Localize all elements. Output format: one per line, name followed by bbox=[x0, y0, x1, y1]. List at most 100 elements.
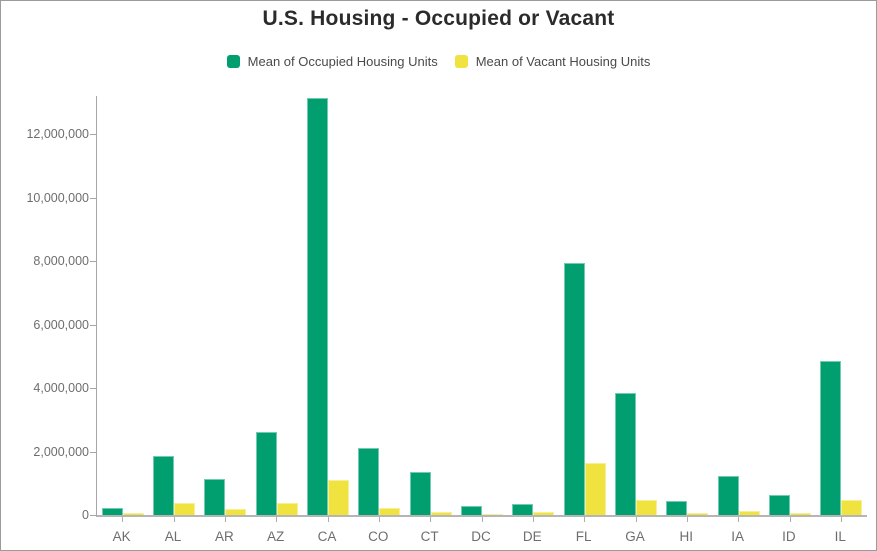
bars-container bbox=[97, 96, 867, 515]
bar-vacant-ak[interactable] bbox=[122, 513, 144, 515]
bar-vacant-dc[interactable] bbox=[481, 514, 503, 515]
y-tick-label: 12,000,000 bbox=[26, 127, 89, 142]
x-tick-label-hi: HI bbox=[679, 529, 694, 544]
bar-vacant-ca[interactable] bbox=[327, 480, 349, 515]
y-tick-label: 6,000,000 bbox=[33, 317, 89, 332]
x-tick bbox=[327, 517, 329, 522]
x-tick bbox=[276, 517, 278, 522]
bar-group-fl bbox=[559, 96, 610, 515]
bar-occupied-hi[interactable] bbox=[666, 501, 688, 515]
legend-label-vacant: Mean of Vacant Housing Units bbox=[475, 54, 651, 69]
x-tick-label-al: AL bbox=[164, 529, 182, 544]
bar-occupied-dc[interactable] bbox=[460, 506, 482, 515]
y-tick-label: 10,000,000 bbox=[26, 190, 89, 205]
plot-area bbox=[90, 96, 867, 522]
x-tick-label-ca: CA bbox=[317, 529, 337, 544]
x-tick bbox=[430, 517, 432, 522]
legend: Mean of Occupied Housing Units Mean of V… bbox=[1, 54, 876, 69]
y-tick-label: 8,000,000 bbox=[33, 254, 89, 269]
y-tick-label: 2,000,000 bbox=[33, 444, 89, 459]
x-tick-label-co: CO bbox=[368, 529, 389, 544]
x-axis: AK AL AR AZ CA CO CT DC DE FL GA HI IA ID IL bbox=[96, 517, 866, 544]
bar-group-il bbox=[816, 96, 867, 515]
bar-occupied-az[interactable] bbox=[255, 431, 277, 515]
bar-group-ia bbox=[713, 96, 764, 515]
y-tick bbox=[90, 324, 97, 326]
bar-vacant-de[interactable] bbox=[533, 512, 555, 515]
legend-label-occupied: Mean of Occupied Housing Units bbox=[247, 54, 438, 69]
bar-occupied-ga[interactable] bbox=[614, 393, 636, 515]
bar-occupied-ar[interactable] bbox=[204, 478, 226, 515]
bar-occupied-co[interactable] bbox=[358, 448, 380, 515]
bar-group-al bbox=[148, 96, 199, 515]
bar-vacant-fl[interactable] bbox=[584, 463, 606, 515]
x-tick bbox=[635, 517, 637, 522]
bar-group-ca bbox=[302, 96, 353, 515]
bar-vacant-ia[interactable] bbox=[738, 511, 760, 515]
bar-vacant-il[interactable] bbox=[841, 500, 863, 515]
x-tick bbox=[686, 517, 688, 522]
legend-item-vacant[interactable]: Mean of Vacant Housing Units bbox=[454, 54, 651, 69]
y-tick bbox=[90, 388, 97, 390]
y-tick bbox=[90, 261, 97, 263]
bar-group-ar bbox=[200, 96, 251, 515]
x-tick bbox=[481, 517, 483, 522]
x-tick-label-il: IL bbox=[834, 529, 846, 544]
x-tick bbox=[224, 517, 226, 522]
y-tick-label: 4,000,000 bbox=[33, 381, 89, 396]
bar-vacant-id[interactable] bbox=[789, 512, 811, 515]
bar-vacant-ar[interactable] bbox=[225, 508, 247, 515]
bar-vacant-ga[interactable] bbox=[635, 500, 657, 515]
x-tick-label-ct: CT bbox=[420, 529, 439, 544]
x-tick bbox=[173, 517, 175, 522]
legend-swatch-vacant-icon bbox=[454, 55, 468, 68]
bar-group-ct bbox=[405, 96, 456, 515]
bar-group-id bbox=[764, 96, 815, 515]
x-tick-label-ga: GA bbox=[625, 529, 645, 544]
bar-occupied-de[interactable] bbox=[512, 503, 534, 515]
x-tick-label-id: ID bbox=[782, 529, 796, 544]
bar-vacant-ct[interactable] bbox=[430, 511, 452, 515]
bar-group-ak bbox=[97, 96, 148, 515]
bar-group-dc bbox=[456, 96, 507, 515]
bar-vacant-al[interactable] bbox=[173, 503, 195, 515]
x-tick-label-ak: AK bbox=[112, 529, 131, 544]
x-tick bbox=[840, 517, 842, 522]
bar-occupied-ca[interactable] bbox=[306, 98, 328, 515]
bar-occupied-id[interactable] bbox=[768, 495, 790, 515]
x-tick-label-fl: FL bbox=[575, 529, 592, 544]
y-tick bbox=[90, 134, 97, 136]
x-tick-label-az: AZ bbox=[267, 529, 285, 544]
bar-group-ga bbox=[610, 96, 661, 515]
y-tick bbox=[90, 515, 97, 516]
bar-occupied-ia[interactable] bbox=[717, 475, 739, 515]
x-tick bbox=[378, 517, 380, 522]
bar-vacant-az[interactable] bbox=[276, 502, 298, 515]
x-tick-label-ia: IA bbox=[731, 529, 744, 544]
y-axis: 0 2,000,000 4,000,000 6,000,000 8,000,000 10,… bbox=[1, 96, 89, 522]
bar-occupied-ct[interactable] bbox=[409, 471, 431, 515]
x-tick bbox=[584, 517, 586, 522]
bar-group-hi bbox=[662, 96, 713, 515]
legend-swatch-occupied-icon bbox=[226, 55, 240, 68]
bar-vacant-co[interactable] bbox=[379, 508, 401, 515]
x-tick bbox=[789, 517, 791, 522]
y-tick bbox=[90, 197, 97, 199]
y-tick-label: 0 bbox=[82, 508, 89, 522]
x-tick bbox=[738, 517, 740, 522]
bar-occupied-fl[interactable] bbox=[563, 263, 585, 515]
x-tick-label-dc: DC bbox=[471, 529, 491, 544]
x-tick-label-ar: AR bbox=[214, 529, 234, 544]
legend-item-occupied[interactable]: Mean of Occupied Housing Units bbox=[226, 54, 438, 69]
x-tick bbox=[122, 517, 124, 522]
bar-occupied-al[interactable] bbox=[152, 455, 174, 515]
bar-group-de bbox=[508, 96, 559, 515]
bar-occupied-ak[interactable] bbox=[101, 507, 123, 515]
x-tick-label-de: DE bbox=[522, 529, 542, 544]
chart-title: U.S. Housing - Occupied or Vacant bbox=[262, 7, 615, 30]
bar-occupied-il[interactable] bbox=[820, 360, 842, 515]
y-tick bbox=[90, 451, 97, 453]
bar-vacant-hi[interactable] bbox=[687, 513, 709, 515]
bar-group-co bbox=[354, 96, 405, 515]
x-tick bbox=[532, 517, 534, 522]
